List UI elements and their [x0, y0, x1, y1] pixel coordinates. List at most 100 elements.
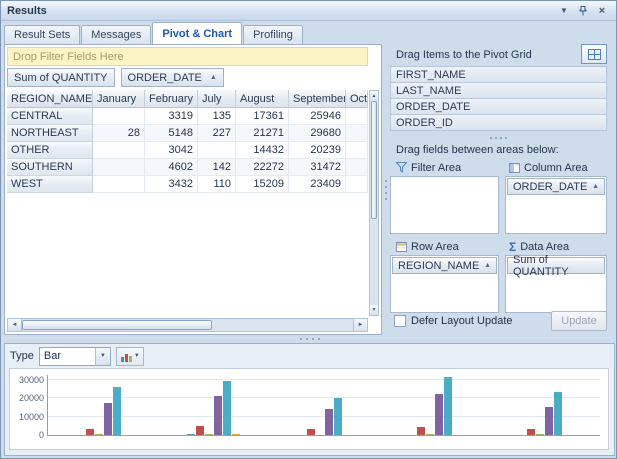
chart-toolbar: Type Bar ▼ ▼: [10, 346, 144, 366]
cell: 28: [93, 125, 145, 142]
bar-august-other: [325, 409, 333, 435]
cell: 4602: [145, 159, 198, 176]
table-row: OTHER 3042 14432 20239: [7, 142, 368, 159]
drop-filter-zone[interactable]: Drop Filter Fields Here: [7, 47, 368, 66]
filter-area-box[interactable]: [390, 176, 499, 234]
bar-group-other: [269, 375, 379, 435]
bar-july-southern: [426, 434, 434, 435]
cell: 17361: [236, 108, 289, 125]
cell: 142: [198, 159, 236, 176]
field-item-order-date[interactable]: ORDER_DATE: [390, 98, 607, 115]
sort-asc-icon: ▲: [484, 262, 491, 269]
bar-february-west: [527, 429, 535, 435]
pivot-grid-button[interactable]: [581, 44, 607, 64]
row-area-box[interactable]: REGION_NAME ▲: [390, 255, 499, 313]
cell: 3432: [145, 176, 198, 193]
field-item-order-id[interactable]: ORDER_ID: [390, 114, 607, 131]
vertical-splitter[interactable]: [382, 44, 390, 335]
tab-messages[interactable]: Messages: [81, 25, 151, 44]
window-menu-icon[interactable]: ▼: [556, 4, 572, 18]
grid-icon: [588, 49, 601, 60]
data-area-box[interactable]: Sum of QUANTITY: [505, 255, 607, 313]
row-header: WEST: [7, 176, 93, 193]
horizontal-scroll-thumb[interactable]: [22, 320, 212, 330]
cell: 3042: [145, 142, 198, 159]
column-area-field-button[interactable]: ORDER_DATE ▲: [507, 178, 605, 195]
bar-groups: [48, 375, 600, 435]
pivot-field-row: Sum of QUANTITY ORDER_DATE ▲: [7, 68, 224, 88]
column-area-box[interactable]: ORDER_DATE ▲: [505, 176, 607, 234]
mini-chart-icon: [120, 351, 132, 362]
chevron-down-icon[interactable]: ▼: [95, 348, 110, 365]
row-area-label: Row Area: [396, 240, 459, 253]
cell: 5148: [145, 125, 198, 142]
chart-options-button[interactable]: ▼: [116, 347, 144, 366]
column-header-august: August: [236, 90, 289, 108]
column-field-button[interactable]: ORDER_DATE ▲: [121, 68, 224, 87]
chart-type-value: Bar: [40, 348, 95, 365]
cell: 22272: [236, 159, 289, 176]
bar-september-northeast: [223, 381, 231, 435]
scroll-left-icon[interactable]: ◄: [8, 319, 22, 331]
bar-august-northeast: [214, 396, 222, 435]
bar-group-northeast: [158, 375, 268, 435]
y-axis-label: 30000: [14, 375, 44, 385]
column-header-january: January: [93, 90, 145, 108]
bar-february-southern: [417, 427, 425, 435]
bar-group-southern: [379, 375, 489, 435]
bar-group-west: [490, 375, 600, 435]
defer-layout-checkbox[interactable]: [394, 315, 406, 327]
cell: [93, 142, 145, 159]
scroll-up-icon[interactable]: ▲: [370, 91, 378, 101]
close-icon[interactable]: ×: [594, 4, 610, 18]
cell: [346, 125, 368, 142]
tab-result-sets[interactable]: Result Sets: [4, 25, 80, 44]
field-list-resize-handle[interactable]: [390, 134, 607, 141]
window-title: Results: [7, 5, 47, 17]
filter-icon: [396, 162, 407, 173]
columns-icon: [509, 163, 520, 173]
vertical-scrollbar[interactable]: ▲ ▼: [369, 90, 379, 316]
cell: 135: [198, 108, 236, 125]
horizontal-splitter[interactable]: [4, 335, 615, 343]
cell: 14432: [236, 142, 289, 159]
update-button[interactable]: Update: [551, 311, 607, 331]
field-item-first-name[interactable]: FIRST_NAME: [390, 66, 607, 83]
cell: 3319: [145, 108, 198, 125]
horizontal-scrollbar[interactable]: ◄ ►: [7, 318, 368, 332]
bar-january-northeast: [187, 434, 195, 435]
bar-august-southern: [435, 394, 443, 435]
table-row: WEST 3432 110 15209 23409: [7, 176, 368, 193]
bar-february-central: [86, 429, 94, 435]
tab-pivot-chart[interactable]: Pivot & Chart: [152, 22, 242, 44]
column-header-february: February: [145, 90, 198, 108]
pin-icon[interactable]: [575, 4, 591, 18]
scroll-down-icon[interactable]: ▼: [370, 305, 378, 315]
cell: 227: [198, 125, 236, 142]
vertical-scroll-thumb[interactable]: [371, 101, 377, 219]
bar-july-central: [95, 434, 103, 435]
row-header: SOUTHERN: [7, 159, 93, 176]
pivot-header-row: REGION_NAME ▲ January February July Augu…: [7, 90, 368, 108]
y-axis-label: 0: [14, 430, 44, 440]
tab-profiling[interactable]: Profiling: [243, 25, 303, 44]
cell: 110: [198, 176, 236, 193]
bar-group-central: [48, 375, 158, 435]
titlebar: Results ▼ ×: [1, 1, 616, 21]
chart-type-label: Type: [10, 350, 34, 362]
field-item-last-name[interactable]: LAST_NAME: [390, 82, 607, 99]
data-field-button[interactable]: Sum of QUANTITY: [7, 68, 115, 87]
chart-type-select[interactable]: Bar ▼: [39, 347, 111, 366]
column-header-september: September: [289, 90, 346, 108]
sort-asc-icon: ▲: [592, 183, 599, 190]
data-area-field-button[interactable]: Sum of QUANTITY: [507, 257, 605, 274]
row-field-button[interactable]: REGION_NAME ▲: [7, 90, 93, 108]
drag-hint-label: Drag fields between areas below:: [396, 144, 559, 156]
cell: 21271: [236, 125, 289, 142]
sort-asc-icon: ▲: [210, 74, 217, 81]
scroll-right-icon[interactable]: ►: [353, 319, 367, 331]
field-panel-title: Drag Items to the Pivot Grid: [396, 46, 532, 64]
row-area-field-button[interactable]: REGION_NAME ▲: [392, 257, 497, 274]
cell: 29680: [289, 125, 346, 142]
chart-plot: 0100002000030000: [47, 375, 600, 436]
